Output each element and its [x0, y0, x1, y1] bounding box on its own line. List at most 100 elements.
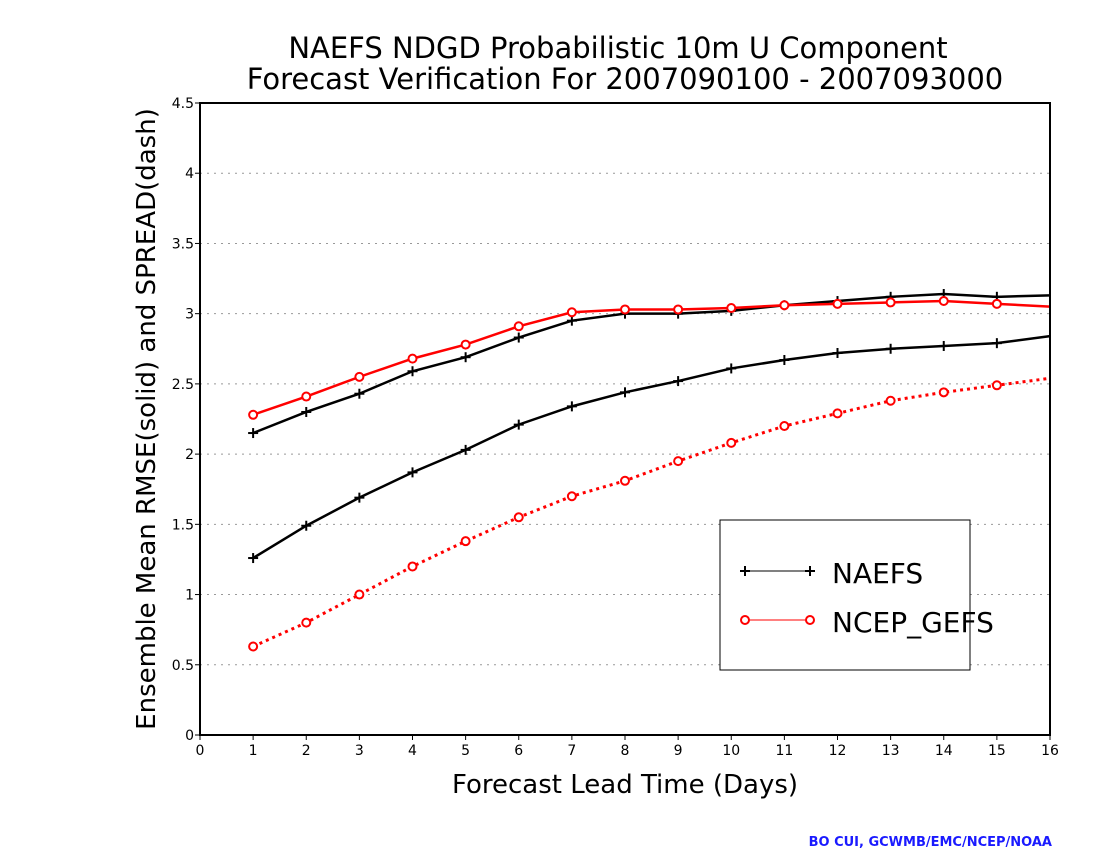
series-2-point-3 [407, 353, 418, 364]
x-tick-label-1: 1 [249, 743, 258, 759]
x-axis-label: Forecast Lead Time (Days) [452, 770, 798, 800]
series-1-point-10 [779, 355, 790, 366]
series-3-point-0 [248, 641, 259, 652]
series-3-point-12 [885, 395, 896, 406]
series-1-point-7 [620, 387, 630, 398]
x-tick-label-9: 9 [674, 743, 683, 759]
series-2-point-0 [248, 409, 259, 420]
series-line-1 [252, 334, 1051, 560]
series-1-point-6 [566, 401, 577, 412]
legend-label-naefs: NAEFS [832, 557, 923, 590]
series-3-point-2 [354, 589, 365, 600]
series-2-point-11 [832, 298, 843, 309]
series-0-point-3 [407, 366, 418, 377]
series-1-point-1 [301, 520, 312, 531]
series-2-point-8 [673, 304, 684, 315]
series-2-point-7 [620, 304, 630, 315]
series-3-point-11 [832, 408, 843, 419]
series-2-point-9 [726, 303, 737, 314]
series-3-point-6 [566, 491, 577, 502]
series-2-point-6 [566, 307, 577, 318]
x-tick-label-2: 2 [302, 743, 311, 759]
legend-marker-ncep-gefs [740, 615, 815, 625]
x-tick-label-0: 0 [196, 743, 205, 759]
series-0 [248, 289, 1051, 439]
series-3-point-8 [673, 456, 684, 467]
y-tick-label-0: 0 [185, 728, 194, 744]
x-axis-ticks: 0 1 2 3 4 5 6 7 8 9 10 11 12 13 14 15 16 [196, 735, 1059, 759]
x-tick-label-7: 7 [567, 743, 576, 759]
series-line-2 [252, 299, 1051, 416]
x-tick-label-6: 6 [514, 743, 523, 759]
y-axis-label: Ensemble Mean RMSE(solid) and SPREAD(das… [132, 108, 162, 730]
chart-subtitle: Forecast Verification For 2007090100 - 2… [247, 62, 1004, 96]
series-layer [248, 289, 1051, 652]
x-tick-label-3: 3 [355, 743, 364, 759]
y-tick-label-4: 2 [185, 447, 194, 463]
series-2 [248, 296, 1051, 420]
legend-label-ncep-gefs: NCEP_GEFS [832, 606, 994, 639]
series-2-point-14 [991, 298, 1002, 309]
series-1-point-2 [354, 492, 365, 503]
x-tick-label-11: 11 [775, 743, 793, 759]
series-3-point-14 [991, 380, 1002, 391]
series-1-point-13 [938, 340, 949, 351]
series-3 [248, 376, 1051, 652]
series-1-point-0 [248, 553, 259, 564]
legend-marker-1-0 [740, 615, 750, 625]
series-2-point-1 [301, 391, 312, 402]
x-tick-label-5: 5 [461, 743, 470, 759]
series-1-point-4 [460, 444, 471, 455]
series-1-point-8 [673, 376, 684, 387]
legend-box [719, 519, 971, 671]
series-1-point-3 [407, 467, 418, 478]
series-2-point-5 [513, 321, 524, 332]
y-axis-ticks: 0 0.5 1 1.5 2 2.5 3 3.5 4 4.5 [172, 96, 200, 744]
y-tick-label-9: 4.5 [172, 96, 194, 112]
y-tick-label-2: 1 [185, 588, 194, 604]
x-tick-label-10: 10 [722, 743, 740, 759]
x-tick-label-4: 4 [408, 743, 417, 759]
legend-marker-0-1 [805, 566, 815, 576]
series-3-point-3 [407, 561, 418, 572]
series-1-point-14 [991, 338, 1002, 349]
x-tick-label-12: 12 [829, 743, 847, 759]
series-2-point-10 [779, 300, 790, 311]
x-tick-label-15: 15 [988, 743, 1006, 759]
legend-marker-0-0 [740, 566, 750, 576]
series-3-point-10 [779, 421, 790, 432]
series-0-point-0 [248, 428, 259, 439]
legend-marker-1-1 [805, 615, 815, 625]
series-2-point-13 [938, 296, 949, 307]
series-line-3 [252, 376, 1051, 648]
series-0-point-5 [513, 332, 524, 343]
series-2-point-2 [354, 371, 365, 382]
y-tick-label-5: 2.5 [172, 377, 194, 393]
series-3-point-5 [513, 512, 524, 523]
series-3-point-1 [301, 617, 312, 628]
legend: NAEFS NCEP_GEFS [719, 519, 994, 671]
y-tick-label-3: 1.5 [172, 517, 194, 533]
legend-marker-naefs [740, 566, 815, 576]
series-3-point-9 [726, 437, 737, 448]
series-line-0 [252, 292, 1051, 435]
series-0-point-6 [566, 315, 577, 326]
series-0-point-4 [460, 352, 471, 363]
series-2-point-4 [460, 339, 471, 350]
series-1-point-5 [513, 419, 524, 430]
y-tick-label-1: 0.5 [172, 658, 194, 674]
series-1-point-12 [885, 343, 896, 354]
chart-title: NAEFS NDGD Probabilistic 10m U Component [288, 31, 947, 65]
series-2-point-12 [885, 297, 896, 308]
series-0-point-1 [301, 406, 312, 417]
series-0-point-2 [354, 388, 365, 399]
y-tick-label-8: 4 [185, 166, 194, 182]
x-tick-label-14: 14 [935, 743, 953, 759]
x-tick-label-8: 8 [621, 743, 630, 759]
series-3-point-13 [938, 387, 949, 398]
x-tick-label-13: 13 [882, 743, 900, 759]
series-1 [248, 334, 1051, 564]
series-1-point-9 [726, 363, 737, 374]
credit-text: BO CUI, GCWMB/EMC/NCEP/NOAA [809, 835, 1052, 850]
